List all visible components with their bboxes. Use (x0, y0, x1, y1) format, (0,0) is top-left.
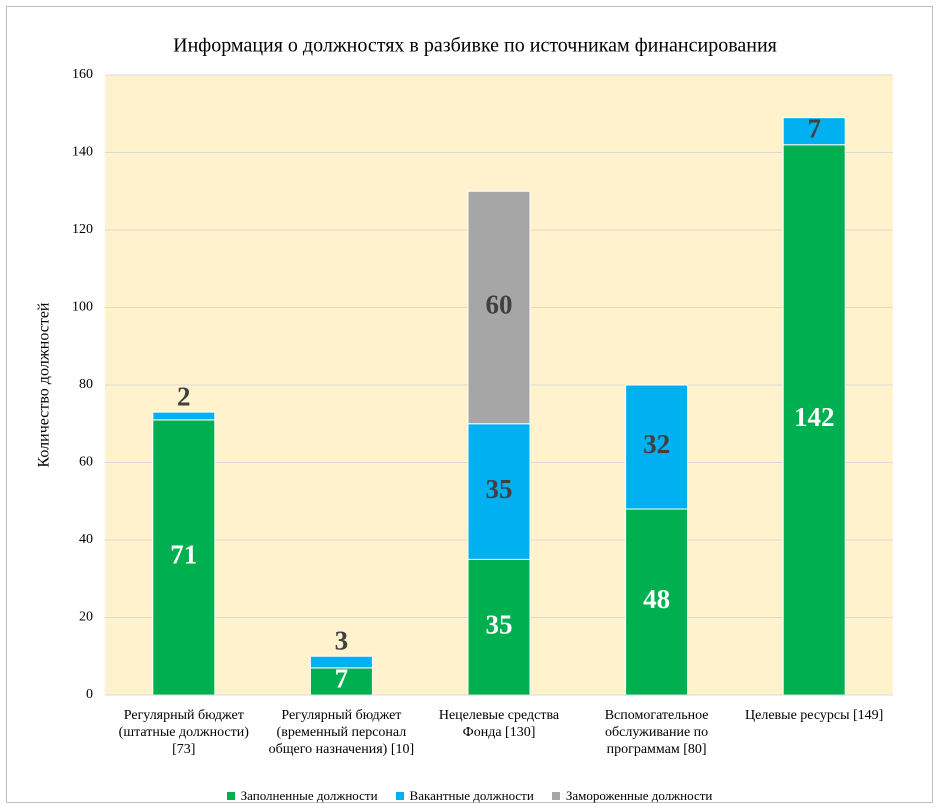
legend-swatch (395, 792, 404, 800)
x-tick-label: Регулярный бюджет (штатные должности) [7… (118, 708, 249, 757)
y-tick-label: 120 (72, 222, 93, 237)
data-label: 2 (177, 381, 191, 411)
bar-segment (625, 384, 689, 510)
y-tick-label: 80 (79, 377, 93, 392)
y-tick-label: 140 (72, 145, 93, 160)
y-tick-label: 40 (79, 532, 93, 547)
legend-label: Заполненные должности (240, 788, 378, 803)
y-axis-title: Количество должностей (36, 302, 53, 467)
y-tick-label: 0 (86, 687, 93, 702)
bar-segment (309, 655, 373, 669)
x-tick-label: Целевые ресурсы [149] (745, 708, 884, 723)
bar-segment (625, 508, 689, 696)
bar-segment (467, 423, 531, 560)
bar-segment (782, 117, 846, 146)
data-label: 48 (643, 584, 670, 614)
data-label: 60 (486, 290, 513, 320)
legend-label: Вакантные должности (409, 788, 534, 803)
y-tick-label: 60 (79, 455, 93, 470)
legend-label: Замороженные должности (565, 788, 713, 803)
y-tick-label: 100 (72, 300, 93, 315)
x-tick-label: Регулярный бюджет (временный персонал об… (268, 708, 415, 757)
x-tick-label: Нецелевые средства Фонда [130] (438, 708, 560, 740)
data-label: 7 (335, 664, 349, 694)
data-label: 142 (794, 402, 835, 432)
bar-segment (467, 190, 531, 425)
legend-item: Заполненные должности (226, 788, 378, 804)
y-tick-label: 20 (79, 610, 93, 625)
bar-segment (152, 419, 216, 696)
legend-swatch (551, 792, 560, 800)
chart-title: Информация о должностях в разбивке по ис… (173, 35, 777, 57)
data-label: 7 (807, 113, 821, 143)
y-tick-label: 160 (72, 67, 93, 82)
data-label: 3 (335, 625, 349, 655)
legend: Заполненные должности Вакантные должности… (0, 788, 939, 804)
legend-item: Вакантные должности (395, 788, 534, 804)
data-label: 35 (486, 609, 513, 639)
bar-segment (782, 144, 846, 696)
x-tick-label: Вспомогательное обслуживание по программ… (604, 708, 709, 757)
legend-item: Замороженные должности (551, 788, 713, 804)
data-label: 32 (643, 429, 670, 459)
bar-segment (152, 411, 216, 421)
data-label: 35 (486, 474, 513, 504)
data-label: 71 (170, 540, 197, 570)
legend-swatch (226, 792, 235, 800)
